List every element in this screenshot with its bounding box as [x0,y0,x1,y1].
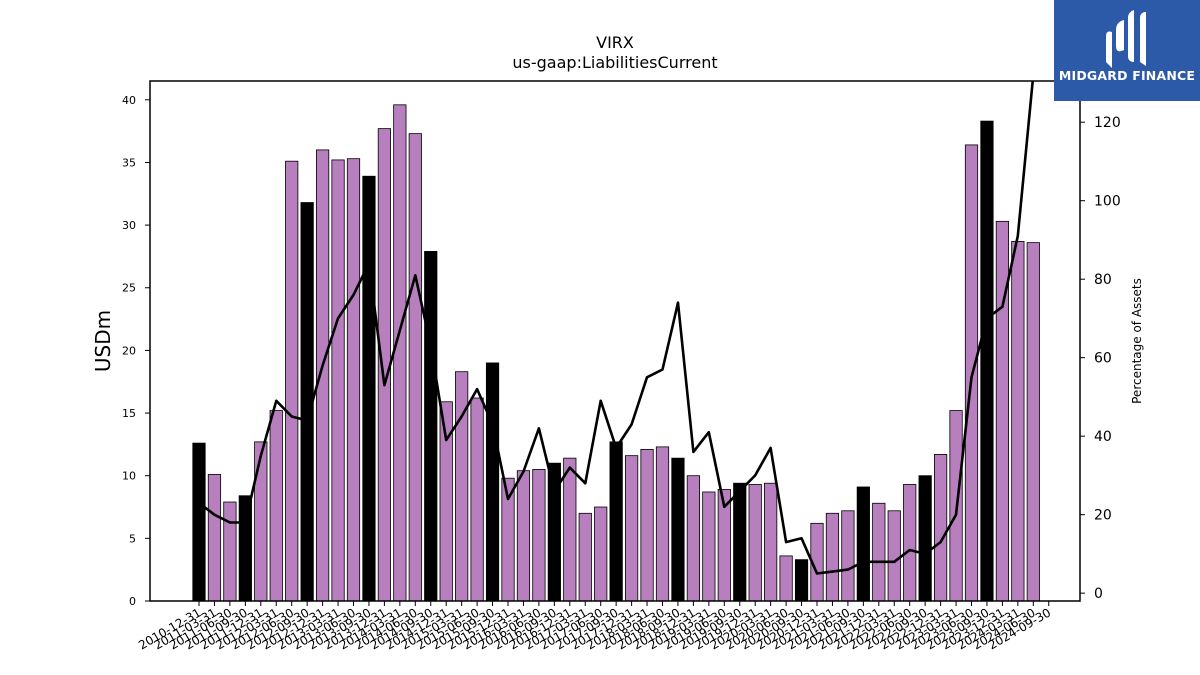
bar [331,159,345,602]
bar [640,448,654,602]
y2-tick-label: 20 [1094,508,1112,524]
bar [470,397,484,602]
bar [594,506,608,602]
bar [285,160,299,602]
bar [609,441,623,602]
chart-subtitle: us-gaap:LiabilitiesCurrent [512,53,717,72]
plot-frame [149,80,1081,602]
bar [980,120,994,602]
bar [207,474,222,602]
midgard-finance-brand: MIDGARD FINANCE [1058,68,1196,83]
y2-tick-label: 80 [1094,272,1112,288]
y2-tick-label: 0 [1094,586,1103,602]
bar [841,510,855,602]
bar [408,133,422,602]
bar [424,251,438,602]
bar [625,455,639,602]
bar [779,555,793,602]
bar [223,501,237,602]
x-axis-ticks: 2010-12-312011-03-312011-06-302011-09-30… [136,601,1053,652]
bar [346,158,361,602]
bar [254,441,268,602]
bar [192,442,206,602]
midgard-finance-logo: MIDGARD FINANCE [1054,0,1200,101]
bar [856,486,870,602]
bar [516,470,531,602]
bar [455,371,469,602]
y-tick-label: 40 [122,94,136,107]
bar [315,149,330,602]
bar [764,482,778,602]
bar [485,362,500,602]
bar [872,502,886,602]
bar [393,104,407,602]
bar [238,495,252,602]
y-tick-label: 15 [122,407,136,420]
y2-tick-label: 120 [1094,115,1121,131]
bar-group [192,104,1040,602]
bar [686,475,701,602]
midgard-logo-icon [1106,10,1146,68]
bar [825,512,840,602]
bar [1026,242,1040,602]
y-axis-label: USDm [91,310,115,372]
y2-tick-label: 100 [1094,194,1121,210]
y2-axis-ticks: 0 20 40 60 80 100 120 [1080,115,1121,602]
bar [934,453,948,602]
y-tick-label: 0 [129,595,136,608]
bar [362,175,376,602]
bar [1011,240,1025,602]
bar [748,484,762,602]
bar [269,410,283,602]
y2-axis-label: Percentage of Assets [1130,278,1144,404]
y-tick-label: 35 [122,156,136,169]
y-tick-label: 20 [122,344,136,357]
y-tick-label: 10 [122,470,136,483]
bar [655,446,670,602]
y-tick-label: 25 [122,282,136,295]
bar [887,510,901,602]
bar [702,491,716,602]
y2-tick-label: 40 [1094,429,1112,445]
y-axis-ticks: 0 5 10 15 20 25 30 35 40 [122,94,150,608]
bar [578,512,592,602]
bar [903,484,917,602]
percentage-line [198,80,1034,575]
bar [563,457,577,602]
y2-tick-label: 60 [1094,351,1112,367]
y-tick-label: 30 [122,219,136,232]
bar [377,128,392,602]
y-tick-label: 5 [129,532,136,545]
bar [794,559,809,602]
bar [733,482,747,602]
bar [918,475,932,602]
bar [532,469,546,602]
bar [671,457,685,602]
chart-title: VIRX [596,33,634,52]
bar [995,220,1010,602]
